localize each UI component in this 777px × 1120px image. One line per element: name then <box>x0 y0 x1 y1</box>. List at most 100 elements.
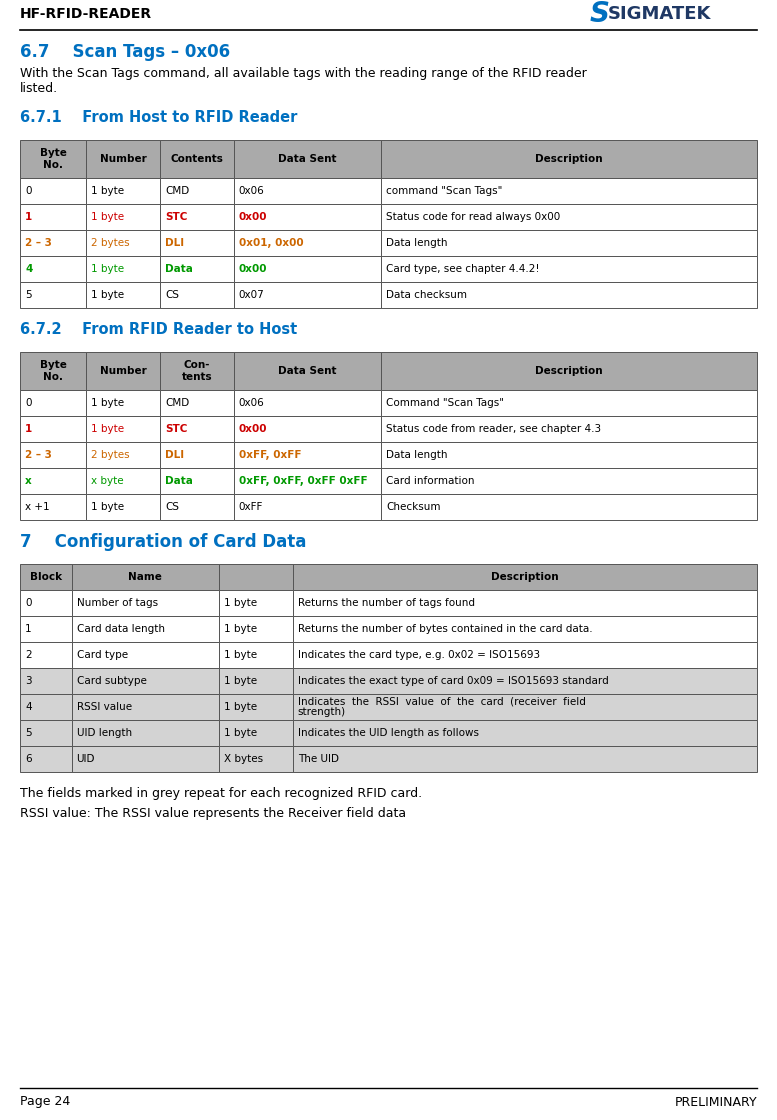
Text: UID length: UID length <box>77 728 132 738</box>
Text: 0x06: 0x06 <box>239 398 264 408</box>
Text: CS: CS <box>165 502 179 512</box>
Bar <box>293 720 757 746</box>
Text: 0xFF, 0xFF: 0xFF, 0xFF <box>239 450 301 460</box>
Text: 1: 1 <box>25 212 33 222</box>
Text: STC: STC <box>165 212 187 222</box>
Bar <box>382 256 757 282</box>
Text: Data: Data <box>165 476 193 486</box>
Bar <box>71 564 219 590</box>
Bar <box>86 352 160 390</box>
Text: 1 byte: 1 byte <box>224 598 257 608</box>
Bar <box>293 590 757 616</box>
Text: 0xFF: 0xFF <box>239 502 263 512</box>
Text: Page 24: Page 24 <box>20 1095 70 1109</box>
Text: 4: 4 <box>25 264 33 274</box>
Bar <box>234 178 382 204</box>
Bar <box>160 256 234 282</box>
Bar <box>234 256 382 282</box>
Text: Status code from reader, see chapter 4.3: Status code from reader, see chapter 4.3 <box>386 424 601 435</box>
Bar <box>86 256 160 282</box>
Text: 0: 0 <box>25 398 32 408</box>
Text: Indicates the card type, e.g. 0x02 = ISO15693: Indicates the card type, e.g. 0x02 = ISO… <box>298 650 540 660</box>
Bar <box>234 230 382 256</box>
Bar <box>71 668 219 694</box>
Text: 1 byte: 1 byte <box>92 186 124 196</box>
Bar <box>293 642 757 668</box>
Bar <box>234 282 382 308</box>
Text: 6.7.1    From Host to RFID Reader: 6.7.1 From Host to RFID Reader <box>20 111 298 125</box>
Bar <box>20 140 86 178</box>
Text: 2 – 3: 2 – 3 <box>25 450 52 460</box>
Text: Returns the number of bytes contained in the card data.: Returns the number of bytes contained in… <box>298 624 592 634</box>
Text: Returns the number of tags found: Returns the number of tags found <box>298 598 475 608</box>
Text: Command "Scan Tags": Command "Scan Tags" <box>386 398 504 408</box>
Bar <box>71 590 219 616</box>
Bar <box>160 352 234 390</box>
Bar <box>219 642 293 668</box>
Text: CMD: CMD <box>165 398 190 408</box>
Bar <box>86 390 160 416</box>
Bar <box>20 442 86 468</box>
Text: The fields marked in grey repeat for each recognized RFID card.: The fields marked in grey repeat for eac… <box>20 787 422 801</box>
Text: 1: 1 <box>25 624 32 634</box>
Text: listed.: listed. <box>20 83 58 95</box>
Text: 1 byte: 1 byte <box>224 624 257 634</box>
Bar <box>234 494 382 520</box>
Text: x byte: x byte <box>92 476 124 486</box>
Text: PRELIMINARY: PRELIMINARY <box>674 1095 757 1109</box>
Text: Data Sent: Data Sent <box>278 366 336 376</box>
Text: 0x00: 0x00 <box>239 424 267 435</box>
Text: Byte
No.: Byte No. <box>40 149 67 169</box>
Text: x: x <box>25 476 32 486</box>
Text: Indicates the exact type of card 0x09 = ISO15693 standard: Indicates the exact type of card 0x09 = … <box>298 676 608 685</box>
Bar <box>86 468 160 494</box>
Bar <box>382 230 757 256</box>
Bar <box>382 282 757 308</box>
Text: Con-
tents: Con- tents <box>182 361 212 382</box>
Bar <box>86 140 160 178</box>
Text: Number: Number <box>99 366 147 376</box>
Bar <box>234 468 382 494</box>
Text: 1 byte: 1 byte <box>224 650 257 660</box>
Text: Data Sent: Data Sent <box>278 155 336 164</box>
Bar <box>20 668 71 694</box>
Text: Checksum: Checksum <box>386 502 441 512</box>
Bar <box>20 256 86 282</box>
Text: 1: 1 <box>25 424 33 435</box>
Bar <box>382 416 757 442</box>
Text: Card information: Card information <box>386 476 475 486</box>
Text: 6.7.2    From RFID Reader to Host: 6.7.2 From RFID Reader to Host <box>20 323 298 337</box>
Bar <box>219 668 293 694</box>
Bar <box>20 642 71 668</box>
Text: Data length: Data length <box>386 239 448 248</box>
Bar <box>20 282 86 308</box>
Text: 2 – 3: 2 – 3 <box>25 239 52 248</box>
Text: STC: STC <box>165 424 187 435</box>
Text: Card type: Card type <box>77 650 127 660</box>
Bar <box>71 694 219 720</box>
Bar <box>219 694 293 720</box>
Bar <box>234 442 382 468</box>
Bar <box>86 178 160 204</box>
Bar <box>160 390 234 416</box>
Text: Number of tags: Number of tags <box>77 598 158 608</box>
Text: X bytes: X bytes <box>224 754 263 764</box>
Bar <box>20 352 86 390</box>
Bar <box>20 720 71 746</box>
Text: 0x00: 0x00 <box>239 264 267 274</box>
Bar <box>20 694 71 720</box>
Bar <box>219 564 293 590</box>
Bar <box>160 230 234 256</box>
Text: 2: 2 <box>25 650 32 660</box>
Text: 0x00: 0x00 <box>239 212 267 222</box>
Bar <box>234 140 382 178</box>
Bar <box>219 720 293 746</box>
Text: Status code for read always 0x00: Status code for read always 0x00 <box>386 212 560 222</box>
Bar <box>20 416 86 442</box>
Bar <box>86 204 160 230</box>
Bar <box>382 494 757 520</box>
Bar <box>20 564 71 590</box>
Text: Description: Description <box>535 155 603 164</box>
Bar <box>71 720 219 746</box>
Text: 1 byte: 1 byte <box>92 502 124 512</box>
